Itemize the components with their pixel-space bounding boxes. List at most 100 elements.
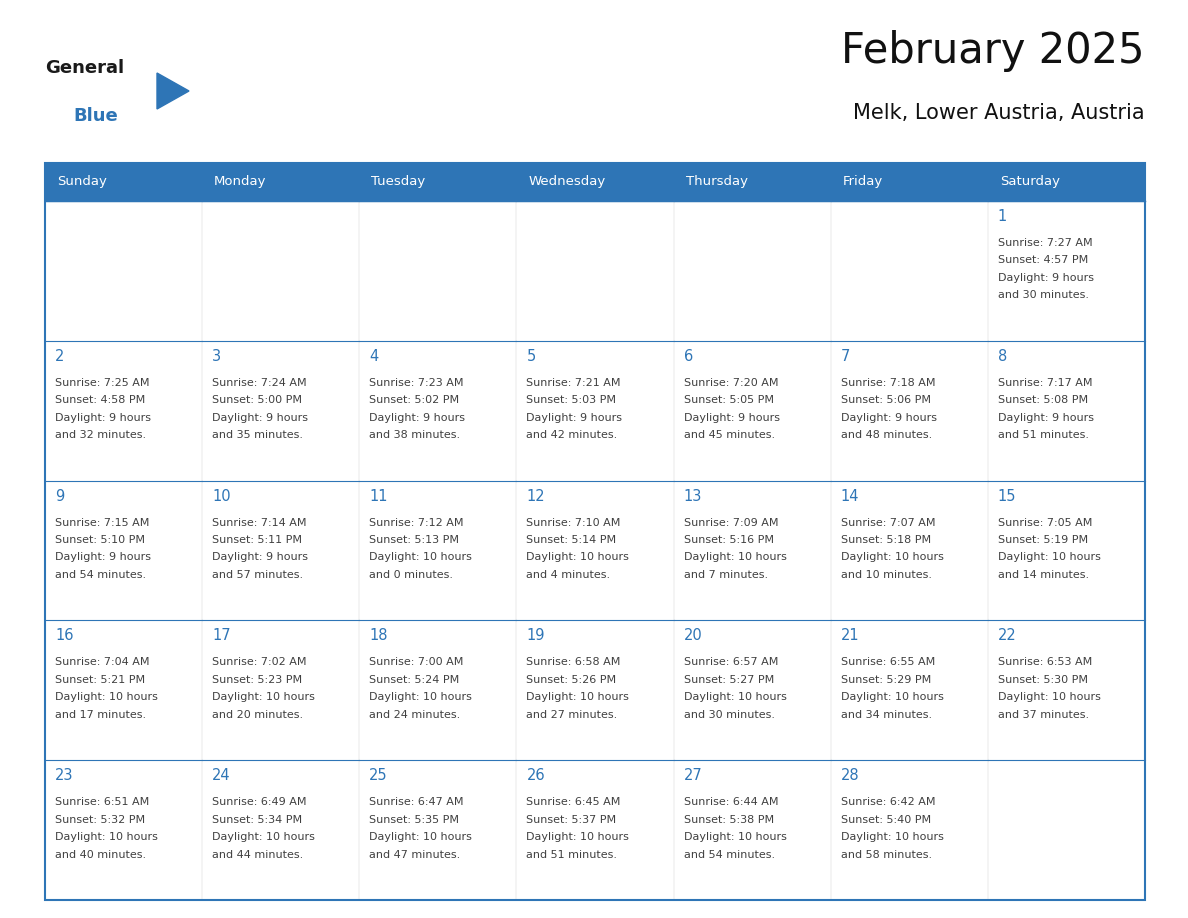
Text: 12: 12 [526,488,545,504]
Text: Sunset: 5:38 PM: Sunset: 5:38 PM [683,814,773,824]
Text: 7: 7 [841,349,851,364]
Text: Sunset: 5:29 PM: Sunset: 5:29 PM [841,675,931,685]
Text: and 47 minutes.: and 47 minutes. [369,849,461,859]
Text: Daylight: 9 hours: Daylight: 9 hours [55,413,151,422]
Text: Sunset: 5:03 PM: Sunset: 5:03 PM [526,396,617,405]
Text: and 24 minutes.: and 24 minutes. [369,710,461,720]
Text: 14: 14 [841,488,859,504]
Text: Sunrise: 6:42 AM: Sunrise: 6:42 AM [841,797,935,807]
Text: Daylight: 10 hours: Daylight: 10 hours [369,553,472,563]
Text: Tuesday: Tuesday [372,175,425,188]
Text: Sunday: Sunday [57,175,107,188]
Bar [359,163,517,201]
Bar [830,163,988,201]
Text: 25: 25 [369,768,388,783]
Text: Daylight: 10 hours: Daylight: 10 hours [683,553,786,563]
Text: and 4 minutes.: and 4 minutes. [526,570,611,580]
Text: and 14 minutes.: and 14 minutes. [998,570,1089,580]
Bar [202,621,359,760]
Text: Daylight: 9 hours: Daylight: 9 hours [683,413,779,422]
Text: Sunrise: 7:23 AM: Sunrise: 7:23 AM [369,377,463,387]
Text: and 58 minutes.: and 58 minutes. [841,849,931,859]
Text: Blue: Blue [72,107,118,125]
Bar [45,481,202,621]
Text: Sunrise: 6:53 AM: Sunrise: 6:53 AM [998,657,1092,667]
Text: and 51 minutes.: and 51 minutes. [526,849,618,859]
Text: Sunset: 5:23 PM: Sunset: 5:23 PM [213,675,302,685]
Text: and 48 minutes.: and 48 minutes. [841,431,931,441]
Text: 24: 24 [213,768,230,783]
Text: Sunset: 5:34 PM: Sunset: 5:34 PM [213,814,302,824]
Text: Sunrise: 6:51 AM: Sunrise: 6:51 AM [55,797,150,807]
Text: Daylight: 9 hours: Daylight: 9 hours [213,553,308,563]
Bar [988,621,1145,760]
Bar [202,481,359,621]
Text: Sunset: 4:58 PM: Sunset: 4:58 PM [55,396,145,405]
Text: Melk, Lower Austria, Austria: Melk, Lower Austria, Austria [853,103,1145,123]
Text: 22: 22 [998,629,1017,644]
Text: 13: 13 [683,488,702,504]
Text: Daylight: 9 hours: Daylight: 9 hours [841,413,936,422]
Text: Sunrise: 7:15 AM: Sunrise: 7:15 AM [55,518,150,528]
Text: Daylight: 10 hours: Daylight: 10 hours [526,692,630,702]
Text: Sunrise: 6:44 AM: Sunrise: 6:44 AM [683,797,778,807]
Text: Sunrise: 6:58 AM: Sunrise: 6:58 AM [526,657,621,667]
Text: Sunset: 5:02 PM: Sunset: 5:02 PM [369,396,460,405]
Text: 8: 8 [998,349,1007,364]
Bar [517,760,674,900]
Bar [830,621,988,760]
Text: 2: 2 [55,349,64,364]
Text: Sunset: 5:19 PM: Sunset: 5:19 PM [998,535,1088,545]
Text: and 30 minutes.: and 30 minutes. [683,710,775,720]
Bar [45,341,202,481]
Text: Sunset: 5:13 PM: Sunset: 5:13 PM [369,535,460,545]
Bar [45,760,202,900]
Text: Sunrise: 7:00 AM: Sunrise: 7:00 AM [369,657,463,667]
Bar [674,760,830,900]
Text: February 2025: February 2025 [841,30,1145,72]
Text: Sunrise: 7:21 AM: Sunrise: 7:21 AM [526,377,621,387]
Text: Daylight: 9 hours: Daylight: 9 hours [369,413,466,422]
Text: Sunset: 5:08 PM: Sunset: 5:08 PM [998,396,1088,405]
Text: and 32 minutes.: and 32 minutes. [55,431,146,441]
Text: Daylight: 10 hours: Daylight: 10 hours [369,692,472,702]
Text: Sunrise: 7:10 AM: Sunrise: 7:10 AM [526,518,621,528]
Bar [359,760,517,900]
Text: and 38 minutes.: and 38 minutes. [369,431,461,441]
Bar [830,760,988,900]
Bar [359,201,517,341]
Text: and 57 minutes.: and 57 minutes. [213,570,303,580]
Text: Sunrise: 7:05 AM: Sunrise: 7:05 AM [998,518,1092,528]
Text: Daylight: 10 hours: Daylight: 10 hours [841,553,943,563]
Polygon shape [157,73,189,109]
Text: and 51 minutes.: and 51 minutes. [998,431,1089,441]
Bar [830,201,988,341]
Text: Daylight: 10 hours: Daylight: 10 hours [841,692,943,702]
Text: Sunset: 4:57 PM: Sunset: 4:57 PM [998,255,1088,265]
Text: and 54 minutes.: and 54 minutes. [683,849,775,859]
Bar [674,341,830,481]
Text: Sunrise: 6:55 AM: Sunrise: 6:55 AM [841,657,935,667]
Bar [517,201,674,341]
Text: Sunset: 5:26 PM: Sunset: 5:26 PM [526,675,617,685]
Text: 17: 17 [213,629,230,644]
Bar [988,341,1145,481]
Text: Daylight: 10 hours: Daylight: 10 hours [526,553,630,563]
Text: Monday: Monday [214,175,266,188]
Text: Daylight: 10 hours: Daylight: 10 hours [683,692,786,702]
Bar [988,163,1145,201]
Text: Sunset: 5:18 PM: Sunset: 5:18 PM [841,535,931,545]
Text: Daylight: 10 hours: Daylight: 10 hours [841,832,943,842]
Text: Daylight: 10 hours: Daylight: 10 hours [998,553,1101,563]
Text: Daylight: 10 hours: Daylight: 10 hours [998,692,1101,702]
Text: and 0 minutes.: and 0 minutes. [369,570,454,580]
Bar [45,163,1145,900]
Text: 18: 18 [369,629,387,644]
Text: 21: 21 [841,629,859,644]
Text: Daylight: 10 hours: Daylight: 10 hours [55,692,158,702]
Text: and 44 minutes.: and 44 minutes. [213,849,303,859]
Text: Sunrise: 7:25 AM: Sunrise: 7:25 AM [55,377,150,387]
Bar [988,760,1145,900]
Text: and 37 minutes.: and 37 minutes. [998,710,1089,720]
Text: 16: 16 [55,629,74,644]
